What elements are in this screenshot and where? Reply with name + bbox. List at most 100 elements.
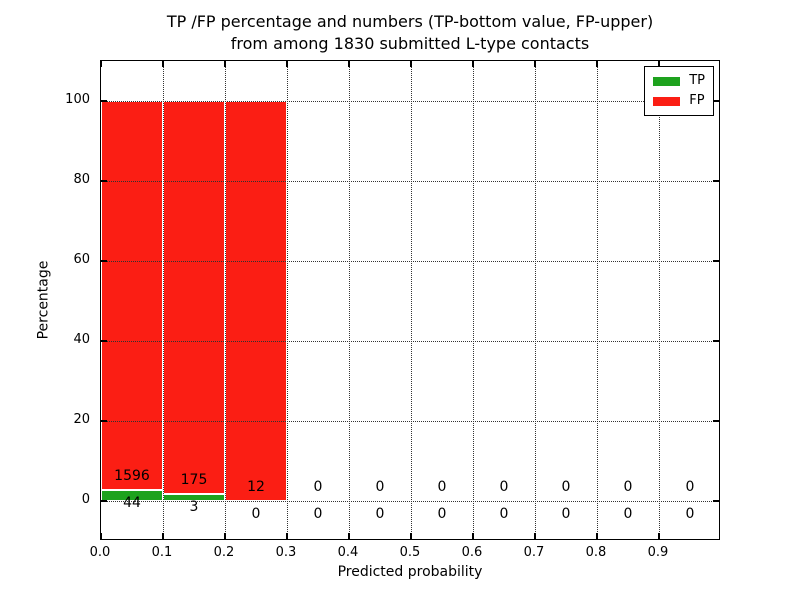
axis-tick bbox=[224, 61, 226, 67]
x-tick-label: 0.6 bbox=[461, 545, 483, 560]
gridline-horizontal bbox=[101, 180, 718, 182]
axis-tick bbox=[348, 533, 350, 539]
y-tick-label: 0 bbox=[81, 492, 90, 507]
axis-tick bbox=[713, 340, 719, 342]
y-tick-label: 80 bbox=[73, 172, 90, 187]
gridline-vertical bbox=[286, 61, 288, 538]
y-tick-label: 40 bbox=[73, 332, 90, 347]
x-axis-label: Predicted probability bbox=[337, 564, 483, 580]
legend-label-tp: TP bbox=[689, 73, 705, 88]
fp-count-label: 0 bbox=[561, 479, 571, 495]
x-tick-label: 0.3 bbox=[275, 545, 297, 560]
gridline-vertical bbox=[658, 61, 660, 538]
gridline-vertical bbox=[162, 61, 164, 538]
y-axis-label-wrap: Percentage bbox=[28, 60, 58, 540]
axis-tick bbox=[101, 100, 107, 102]
axis-tick bbox=[596, 61, 598, 67]
legend-swatch-fp-icon bbox=[653, 96, 681, 106]
tp-count-label: 0 bbox=[623, 506, 633, 522]
axis-tick bbox=[286, 61, 288, 67]
legend-item-fp: FP bbox=[653, 91, 705, 111]
legend-swatch-tp-icon bbox=[653, 76, 681, 86]
plot-area: TP FP 1596 44 175 3 12 0 0 0 0 0 0 0 0 0 0 0 0 0 0 0 bbox=[100, 60, 720, 540]
x-tick-label: 0.7 bbox=[523, 545, 545, 560]
y-tick-label: 20 bbox=[73, 412, 90, 427]
legend-label-fp: FP bbox=[689, 93, 705, 108]
x-tick-label: 0.5 bbox=[399, 545, 421, 560]
fp-count-label: 0 bbox=[313, 479, 323, 495]
axis-tick bbox=[713, 500, 719, 502]
tp-count-label: 44 bbox=[123, 495, 141, 512]
axis-tick bbox=[348, 61, 350, 67]
tp-count-label: 0 bbox=[499, 506, 509, 522]
bar-fp bbox=[225, 101, 287, 501]
fp-count-label: 0 bbox=[685, 479, 695, 495]
axis-tick bbox=[596, 533, 598, 539]
axis-tick bbox=[713, 420, 719, 422]
axis-tick bbox=[224, 533, 226, 539]
bar-fp bbox=[101, 101, 163, 491]
fp-count-label: 0 bbox=[375, 479, 385, 495]
bar-fp bbox=[163, 101, 225, 495]
fp-count-label: 0 bbox=[437, 479, 447, 495]
axis-tick bbox=[410, 61, 412, 67]
chart-title-line1: TP /FP percentage and numbers (TP-bottom… bbox=[166, 12, 654, 31]
axis-tick bbox=[713, 180, 719, 182]
gridline-horizontal bbox=[101, 100, 718, 102]
x-tick-label: 0.1 bbox=[151, 545, 173, 560]
axis-tick bbox=[162, 533, 164, 539]
axis-tick bbox=[101, 500, 107, 502]
x-tick-label: 0.4 bbox=[337, 545, 359, 560]
x-tick-label: 0.8 bbox=[585, 545, 607, 560]
axis-tick bbox=[100, 533, 102, 539]
fp-count-label: 175 bbox=[180, 472, 208, 489]
legend-item-tp: TP bbox=[653, 71, 705, 91]
gridline-vertical bbox=[224, 61, 226, 538]
axis-tick bbox=[100, 61, 102, 67]
axis-tick bbox=[658, 533, 660, 539]
legend: TP FP bbox=[644, 66, 714, 116]
tp-count-label: 0 bbox=[375, 506, 385, 522]
tp-count-label: 0 bbox=[437, 506, 447, 522]
axis-tick bbox=[101, 420, 107, 422]
axis-tick bbox=[658, 61, 660, 67]
gridline-horizontal bbox=[101, 420, 718, 422]
y-tick-label: 60 bbox=[73, 252, 90, 267]
axis-tick bbox=[101, 340, 107, 342]
axis-tick bbox=[534, 533, 536, 539]
chart-title: TP /FP percentage and numbers (TP-bottom… bbox=[100, 11, 720, 55]
tp-count-label: 0 bbox=[313, 506, 323, 522]
gridline-vertical bbox=[596, 61, 598, 538]
fp-count-label: 1596 bbox=[114, 468, 150, 485]
axis-tick bbox=[713, 100, 719, 102]
fp-count-label: 0 bbox=[499, 479, 509, 495]
axis-tick bbox=[286, 533, 288, 539]
gridline-vertical bbox=[472, 61, 474, 538]
axis-tick bbox=[101, 180, 107, 182]
fp-count-label: 12 bbox=[247, 479, 265, 495]
gridline-vertical bbox=[534, 61, 536, 538]
x-tick-label: 0.2 bbox=[213, 545, 235, 560]
x-tick-label: 0.0 bbox=[89, 545, 111, 560]
gridline-horizontal bbox=[101, 260, 718, 262]
tp-count-label: 0 bbox=[685, 506, 695, 522]
axis-tick bbox=[410, 533, 412, 539]
axis-tick bbox=[162, 61, 164, 67]
tp-count-label: 3 bbox=[189, 499, 199, 516]
axis-tick bbox=[534, 61, 536, 67]
axis-tick bbox=[713, 260, 719, 262]
axis-tick bbox=[472, 533, 474, 539]
y-axis-label: Percentage bbox=[35, 260, 52, 340]
gridline-horizontal bbox=[101, 500, 718, 502]
chart-title-line2: from among 1830 submitted L-type contact… bbox=[230, 34, 590, 53]
axis-tick bbox=[101, 260, 107, 262]
fp-count-label: 0 bbox=[623, 479, 633, 495]
tp-count-label: 0 bbox=[561, 506, 571, 522]
axis-tick bbox=[472, 61, 474, 67]
x-tick-label: 0.9 bbox=[647, 545, 669, 560]
gridline-horizontal bbox=[101, 340, 718, 342]
tp-count-label: 0 bbox=[251, 506, 261, 522]
gridline-vertical bbox=[348, 61, 350, 538]
gridline-vertical bbox=[410, 61, 412, 538]
